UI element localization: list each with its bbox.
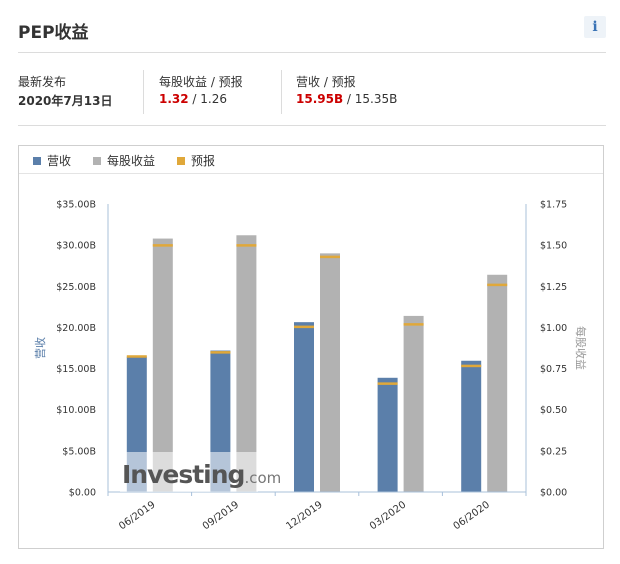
revenue-forecast-marker — [461, 364, 482, 368]
eps-actual: 1.32 — [159, 92, 189, 106]
eps-bar — [320, 253, 340, 492]
revenue-bar — [294, 322, 314, 492]
revenue-bar — [377, 377, 398, 492]
y-right-tick-label: $1.75 — [540, 200, 567, 211]
eps-bar — [403, 315, 424, 492]
y-right-axis-title: 每股收益 — [574, 326, 588, 370]
y-right-tick-label: $0.00 — [540, 488, 567, 499]
release-date: 2020年7月13日 — [18, 94, 113, 108]
y-right-tick-label: $1.50 — [540, 241, 567, 252]
revenue-bar — [461, 360, 482, 492]
eps-bar — [152, 238, 173, 492]
info-icon[interactable]: i — [584, 16, 606, 38]
watermark-backdrop — [120, 452, 258, 492]
y-left-tick-label: $25.00B — [56, 282, 96, 293]
legend-swatch-revenue — [33, 157, 41, 165]
revenue-value: 15.95B / 15.35B — [296, 92, 397, 106]
y-left-tick-label: $0.00 — [69, 488, 96, 499]
y-right-tick-label: $0.50 — [540, 405, 567, 416]
revenue-forecast-marker — [294, 325, 314, 329]
y-right-tick-label: $1.00 — [540, 323, 567, 334]
legend-item-revenue[interactable]: 营收 — [33, 152, 71, 169]
stat-divider — [281, 70, 282, 114]
watermark-suffix: .com — [244, 469, 281, 487]
eps-forecast-marker — [487, 283, 508, 287]
legend-swatch-eps — [93, 157, 101, 165]
x-tick-label: 09/2019 — [201, 499, 241, 532]
watermark-logo: Investing.com — [122, 460, 281, 489]
legend-divider — [19, 173, 603, 174]
eps-forecast: 1.26 — [200, 92, 227, 106]
eps-label: 每股收益 / 预报 — [159, 75, 243, 89]
legend-swatch-forecast — [177, 157, 185, 165]
page-title: PEP收益 — [18, 23, 89, 43]
eps-forecast-marker — [152, 244, 173, 247]
eps-forecast-marker — [403, 323, 424, 326]
legend-item-forecast[interactable]: 预报 — [177, 152, 215, 169]
legend-label-revenue: 营收 — [47, 154, 72, 168]
y-left-tick-label: $5.00B — [62, 446, 96, 457]
y-left-tick-label: $35.00B — [56, 200, 96, 211]
eps-value: 1.32 / 1.26 — [159, 92, 227, 106]
y-left-axis-title: 营收 — [33, 337, 47, 359]
x-tick-label: 03/2020 — [368, 499, 408, 532]
header: PEP收益 i — [18, 16, 606, 43]
earnings-summary: 最新发布 2020年7月13日 每股收益 / 预报 1.32 / 1.26 营收… — [18, 70, 606, 114]
stat-divider — [143, 70, 144, 114]
earnings-chart-panel: 营收 每股收益 预报 — [18, 145, 604, 549]
revenue-forecast-marker — [210, 351, 231, 354]
y-left-tick-label: $15.00B — [56, 364, 96, 375]
header-divider — [18, 52, 606, 53]
watermark-brand: Investing — [122, 460, 244, 489]
eps-forecast-marker — [320, 255, 340, 259]
legend-item-eps[interactable]: 每股收益 — [93, 152, 155, 169]
x-tick-label: 06/2020 — [452, 499, 492, 532]
revenue-forecast-marker — [126, 355, 147, 358]
eps-separator: / — [188, 92, 201, 106]
eps-bar — [236, 235, 257, 493]
legend-label-forecast: 预报 — [191, 154, 216, 168]
eps-bar — [487, 274, 508, 492]
y-right-tick-label: $1.25 — [540, 282, 567, 293]
revenue-actual: 15.95B — [296, 92, 344, 106]
y-right-tick-label: $0.75 — [540, 364, 567, 375]
x-tick-label: 12/2019 — [284, 499, 324, 532]
eps-forecast-marker — [236, 244, 257, 247]
revenue-label: 营收 / 预报 — [296, 75, 356, 89]
y-left-tick-label: $20.00B — [56, 323, 96, 334]
y-left-tick-label: $30.00B — [56, 241, 96, 252]
revenue-forecast: 15.35B — [354, 92, 398, 106]
x-tick-label: 06/2019 — [117, 499, 157, 532]
legend-label-eps: 每股收益 — [107, 154, 156, 168]
release-label: 最新发布 — [18, 75, 67, 89]
revenue-separator: / — [343, 92, 355, 106]
y-left-tick-label: $10.00B — [56, 405, 96, 416]
revenue-forecast-marker — [377, 382, 398, 385]
stats-divider — [18, 125, 606, 126]
y-right-tick-label: $0.25 — [540, 446, 567, 457]
